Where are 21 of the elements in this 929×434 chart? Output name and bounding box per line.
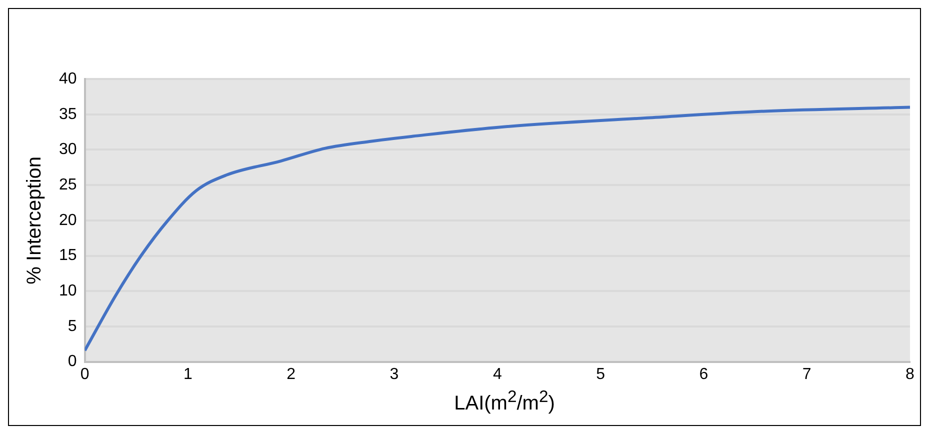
y-tick-label: 20 (59, 212, 77, 229)
y-tick-label: 25 (59, 176, 77, 194)
y-tick-label: 0 (68, 353, 77, 370)
x-tick-label: 7 (802, 366, 812, 383)
x-tick-label: 2 (286, 366, 296, 383)
y-tick-label: 35 (59, 106, 77, 123)
x-tick-label: 8 (906, 366, 915, 383)
x-tick-label: 6 (699, 366, 708, 383)
y-tick-label: 30 (59, 141, 77, 158)
line-series (84, 106, 910, 352)
y-tick-label: 10 (59, 282, 77, 300)
y-tick-label: 5 (68, 318, 77, 335)
y-tick-label: 15 (59, 247, 77, 264)
x-tick-label: 1 (183, 366, 192, 383)
x-tick-label: 3 (390, 366, 399, 383)
y-tick-label: 40 (59, 70, 77, 88)
y-axis-title: % Interception (24, 156, 46, 284)
x-axis-title: LAI(m$^{2}$/m$^{2}$) (453, 387, 556, 416)
x-tick-label: 5 (596, 366, 606, 383)
x-tick-label: 0 (80, 366, 90, 383)
x-tick-label: 4 (492, 366, 502, 383)
